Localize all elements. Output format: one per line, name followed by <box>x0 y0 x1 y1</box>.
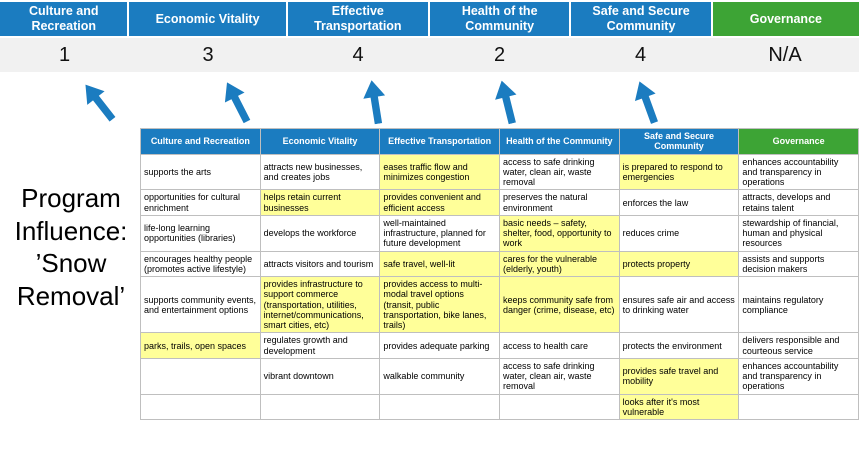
matrix-cell-r5-c2: provides infrastructure to support comme… <box>260 277 381 334</box>
matrix-header-health-of-the-community: Health of the Community <box>499 129 620 155</box>
matrix-cell-r6-c2: regulates growth and development <box>260 333 381 359</box>
matrix-cell-r7-c5: provides safe travel and mobility <box>619 358 740 395</box>
matrix-cell-r4-c1: encourages healthy people (promotes acti… <box>141 251 261 278</box>
matrix-header-effective-transportation: Effective Transportation <box>380 129 500 155</box>
pillar-score-safe-and-secure-community: 4 <box>634 43 647 66</box>
pillar-score-health-of-the-community: 2 <box>493 43 506 66</box>
up-arrow-icon <box>627 77 666 127</box>
matrix-cell-r5-c3: provides access to multi-modal travel op… <box>380 277 500 334</box>
matrix-cell-r3-c4: basic needs – safety, shelter, food, opp… <box>499 215 620 252</box>
matrix-cell-r1-c1: supports the arts <box>141 154 261 191</box>
matrix-cell-r2-c2: helps retain current businesses <box>260 190 381 216</box>
pillar-header-governance: Governance <box>712 2 859 36</box>
matrix-cell-r3-c6: stewardship of financial, human and phys… <box>739 215 859 252</box>
score-strip: 1 3 4 2 4 N/A <box>0 38 859 72</box>
matrix-cell-r5-c5: ensures safe air and access to drinking … <box>619 277 740 334</box>
up-arrow-icon <box>489 78 525 127</box>
matrix-cell-r1-c6: enhances accountability and transparency… <box>739 154 859 191</box>
matrix-cell-r5-c4: keeps community safe from danger (crime,… <box>499 277 620 334</box>
matrix-cell-r1-c3: eases traffic flow and minimizes congest… <box>380 154 500 191</box>
matrix-cell-r2-c6: attracts, develops and retains talent <box>739 190 859 216</box>
matrix-cell-r3-c5: reduces crime <box>619 215 740 252</box>
matrix-cell-r8-c1 <box>141 394 261 421</box>
matrix-cell-r8-c4 <box>499 394 620 421</box>
matrix-cell-r6-c6: delivers responsible and courteous servi… <box>739 333 859 359</box>
matrix-cell-r7-c1 <box>141 358 261 395</box>
matrix-cell-r2-c3: provides convenient and efficient access <box>380 190 500 216</box>
pillar-score-governance: N/A <box>768 43 802 66</box>
matrix-cell-r8-c3 <box>380 394 500 421</box>
matrix-header-governance: Governance <box>739 129 859 155</box>
matrix-cell-r1-c4: access to safe drinking water, clean air… <box>499 154 620 191</box>
pillar-header-economic-vitality: Economic Vitality <box>129 2 286 36</box>
pillar-header-effective-transportation: Effective Transportation <box>287 2 428 36</box>
matrix-cell-r4-c5: protects property <box>619 251 740 278</box>
matrix-cell-r8-c5: looks after it's most vulnerable <box>619 394 740 421</box>
matrix-cell-r4-c4: cares for the vulnerable (elderly, youth… <box>499 251 620 278</box>
matrix-header-culture-and-recreation: Culture and Recreation <box>141 129 261 155</box>
matrix-cell-r4-c2: attracts visitors and tourism <box>260 251 381 278</box>
matrix-cell-r8-c6 <box>739 394 859 421</box>
pillar-header-culture-and-recreation: Culture and Recreation <box>0 2 128 36</box>
up-arrow-icon <box>75 77 123 128</box>
matrix-cell-r6-c1: parks, trails, open spaces <box>141 333 261 359</box>
pillar-banner: Culture and Recreation Economic Vitality E… <box>0 2 859 36</box>
pillar-header-health-of-the-community: Health of the Community <box>430 2 570 36</box>
matrix-cell-r3-c1: life-long learning opportunities (librar… <box>141 215 261 252</box>
matrix-cell-r6-c4: access to health care <box>499 333 620 359</box>
matrix-cell-r5-c6: maintains regulatory compliance <box>739 277 859 334</box>
matrix-cell-r1-c2: attracts new businesses, and creates job… <box>260 154 381 191</box>
matrix-cell-r2-c5: enforces the law <box>619 190 740 216</box>
matrix-cell-r2-c1: opportunities for cultural enrichment <box>141 190 261 216</box>
matrix-cell-r5-c1: supports community events, and entertain… <box>141 277 261 334</box>
matrix-header-economic-vitality: Economic Vitality <box>260 129 381 155</box>
matrix-header-safe-and-secure-community: Safe and Secure Community <box>619 129 740 155</box>
matrix-cell-r7-c3: walkable community <box>380 358 500 395</box>
arrows-layer <box>0 76 859 128</box>
pillar-score-effective-transportation: 4 <box>352 43 364 66</box>
up-arrow-icon <box>359 78 392 126</box>
matrix-cell-r1-c5: is prepared to respond to emergencies <box>619 154 740 191</box>
matrix-cell-r8-c2 <box>260 394 381 421</box>
pillar-header-safe-and-secure-community: Safe and Secure Community <box>571 2 711 36</box>
influence-matrix: Culture and Recreation Economic Vitality E… <box>140 128 859 421</box>
matrix-cell-r7-c6: enhances accountability and transparency… <box>739 358 859 395</box>
matrix-cell-r3-c3: well-maintained infrastructure, planned … <box>380 215 500 252</box>
matrix-cell-r4-c3: safe travel, well-lit <box>380 251 500 278</box>
pillar-score-culture-and-recreation: 1 <box>58 43 71 66</box>
matrix-cell-r3-c2: develops the workforce <box>260 215 381 252</box>
matrix-cell-r7-c2: vibrant downtown <box>260 358 381 395</box>
matrix-cell-r2-c4: preserves the natural environment <box>499 190 620 216</box>
pillar-score-economic-vitality: 3 <box>202 43 214 66</box>
matrix-cell-r7-c4: access to safe drinking water, clean air… <box>499 358 620 395</box>
up-arrow-icon <box>215 76 258 127</box>
program-title: Program Influence: ’Snow Removal’ <box>14 183 128 311</box>
matrix-cell-r6-c5: protects the environment <box>619 333 740 359</box>
matrix-cell-r4-c6: assists and supports decision makers <box>739 251 859 278</box>
matrix-cell-r6-c3: provides adequate parking <box>380 333 500 359</box>
